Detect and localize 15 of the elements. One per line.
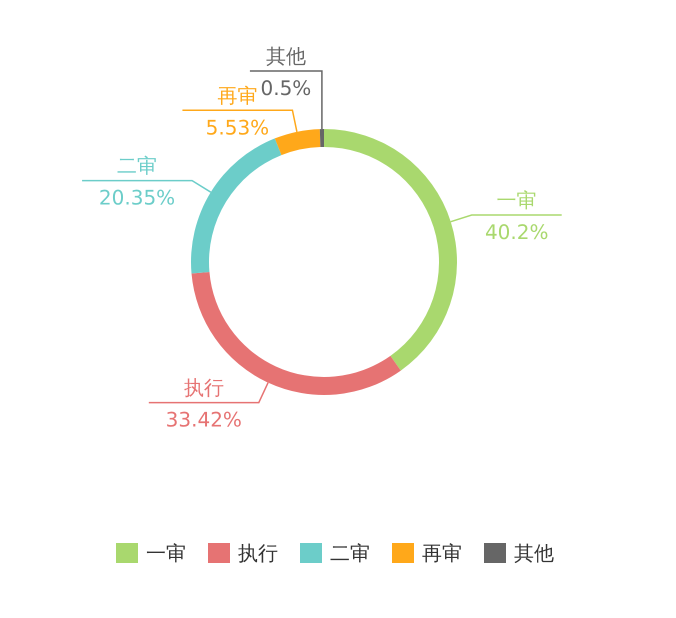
data-label: 5.53% (206, 115, 270, 140)
slice-label: 执行 (184, 376, 224, 400)
slice-label: 再审 (217, 83, 258, 108)
legend-label: 再审 (422, 541, 462, 565)
data-label: 0.5% (260, 76, 312, 100)
data-label: 40.2% (484, 220, 548, 244)
slice-label: 一审 (496, 188, 537, 212)
slice-label: 其他 (266, 44, 306, 68)
legend-label: 一审 (146, 541, 186, 565)
legend-label: 其他 (514, 541, 554, 565)
data-label: 20.35% (98, 186, 176, 210)
legend-label: 执行 (238, 541, 278, 565)
data-label: 33.42% (166, 408, 242, 432)
legend-label: 二审 (330, 541, 370, 565)
slice-label: 二审 (117, 154, 158, 178)
